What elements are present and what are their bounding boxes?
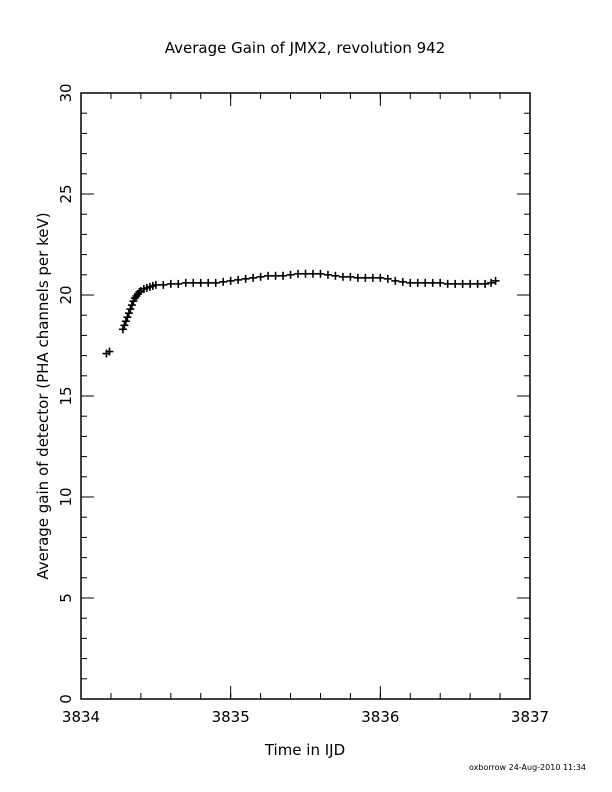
data-point (323, 270, 332, 279)
data-point (226, 276, 235, 285)
data-point (294, 269, 303, 278)
data-point (264, 271, 273, 280)
data-point (376, 273, 385, 282)
data-point (443, 279, 452, 288)
data-point (241, 274, 250, 283)
data-point (181, 278, 190, 287)
data-point (105, 347, 114, 356)
data-point (413, 278, 422, 287)
data-point (196, 278, 205, 287)
data-point (458, 279, 467, 288)
data-point (120, 321, 129, 330)
data-point (127, 301, 136, 310)
y-tick-label: 10 (57, 487, 75, 506)
data-point (428, 278, 437, 287)
data-point (368, 273, 377, 282)
data-point (256, 272, 265, 281)
axis-ticks (80, 92, 531, 700)
data-point (271, 271, 280, 280)
data-point (338, 272, 347, 281)
x-tick-label: 3837 (511, 708, 549, 726)
data-point (391, 276, 400, 285)
data-points (102, 269, 500, 358)
x-axis-label: Time in IJD (264, 741, 345, 759)
y-tick-label: 5 (57, 593, 75, 603)
data-point (331, 271, 340, 280)
data-point (118, 325, 127, 334)
data-point (301, 269, 310, 278)
data-point (383, 274, 392, 283)
data-point (135, 287, 144, 296)
data-point (398, 277, 407, 286)
data-point (487, 278, 496, 287)
data-point (481, 279, 490, 288)
tick-labels: 3834 3835 3836 3837 0 5 10 15 20 25 30 (57, 83, 549, 726)
x-tick-label: 3834 (62, 708, 100, 726)
data-point (126, 305, 135, 314)
data-point (421, 278, 430, 287)
data-point (123, 313, 132, 322)
data-point (121, 317, 130, 326)
data-point (406, 278, 415, 287)
data-point (124, 309, 133, 318)
data-point (151, 280, 160, 289)
data-point (219, 277, 228, 286)
data-point (211, 278, 220, 287)
data-point (316, 269, 325, 278)
y-tick-label: 20 (57, 285, 75, 304)
data-point (491, 276, 500, 285)
chart-title: Average Gain of JMX2, revolution 942 (165, 39, 446, 57)
data-point (249, 273, 258, 282)
data-point (451, 279, 460, 288)
plot-frame (80, 92, 531, 700)
y-tick-label: 30 (57, 83, 75, 102)
x-tick-label: 3835 (212, 708, 250, 726)
data-point (174, 279, 183, 288)
data-point (286, 270, 295, 279)
data-point (166, 279, 175, 288)
data-point (234, 275, 243, 284)
data-point (279, 271, 288, 280)
x-tick-label: 3836 (361, 708, 399, 726)
data-point (308, 269, 317, 278)
y-tick-label: 25 (57, 184, 75, 203)
data-point (436, 278, 445, 287)
data-point (353, 273, 362, 282)
data-point (361, 273, 370, 282)
data-point (466, 279, 475, 288)
data-point (189, 278, 198, 287)
data-point (159, 280, 168, 289)
footer-stamp: oxborrow 24-Aug-2010 11:34 (469, 763, 586, 772)
y-tick-label: 0 (57, 694, 75, 704)
data-point (346, 272, 355, 281)
y-tick-label: 15 (57, 386, 75, 405)
data-point (473, 279, 482, 288)
y-axis-label: Average gain of detector (PHA channels p… (34, 212, 52, 579)
data-point (204, 278, 213, 287)
